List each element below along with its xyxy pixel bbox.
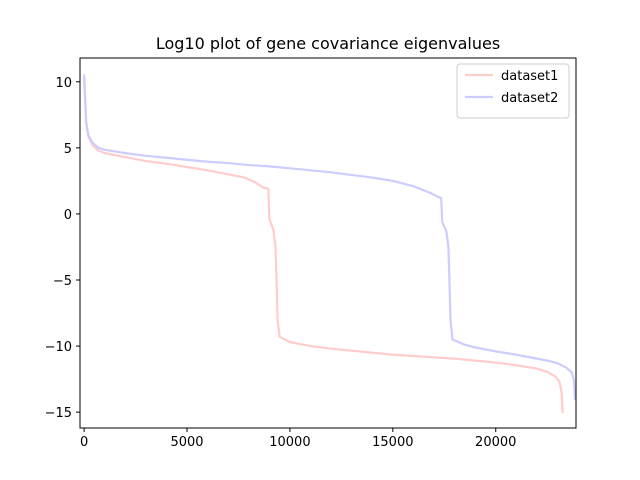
legend-box — [456, 63, 570, 119]
x-tick-label: 10000 — [269, 435, 310, 450]
x-tick-label: 20000 — [475, 435, 516, 450]
y-tick-label: 5 — [64, 142, 72, 157]
x-tick-label: 5000 — [170, 435, 203, 450]
legend-label-dataset1: dataset1 — [501, 69, 558, 84]
y-tick-label: 0 — [64, 208, 72, 223]
series-line-dataset1 — [83, 76, 564, 414]
series-line-dataset2 — [83, 74, 577, 401]
axis-ticks: 0 5000 10000 15000 20000 10 5 0 −5 −10 −15 — [45, 76, 517, 450]
y-tick-label: −10 — [45, 340, 72, 355]
y-tick-label: 10 — [55, 76, 72, 91]
y-tick-label: −15 — [45, 406, 72, 421]
y-tick-label: −5 — [53, 274, 72, 289]
legend: dataset1 dataset2 — [456, 63, 570, 119]
x-tick-label: 15000 — [372, 435, 413, 450]
plot-area — [83, 74, 577, 414]
x-tick-label: 0 — [80, 435, 88, 450]
legend-label-dataset2: dataset2 — [501, 91, 558, 106]
chart-title: Log10 plot of gene covariance eigenvalue… — [156, 34, 500, 53]
axes-frame — [79, 57, 577, 429]
